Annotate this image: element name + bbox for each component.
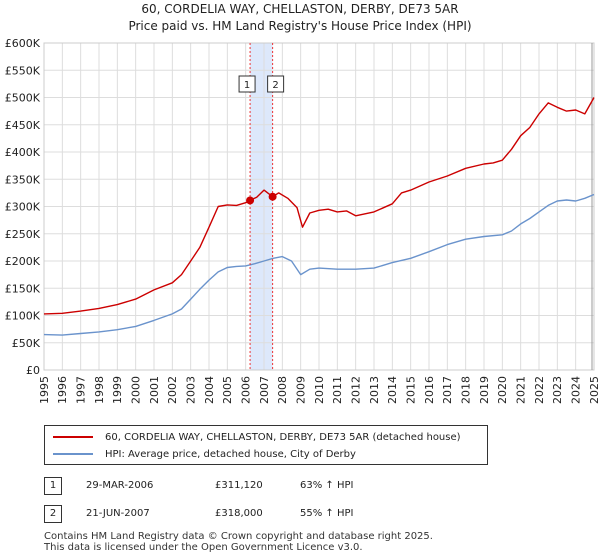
transaction-number-badge: 1	[44, 477, 62, 495]
y-tick-label: £150K	[5, 282, 41, 295]
x-tick-label: 2019	[478, 376, 491, 404]
legend-label-hpi: HPI: Average price, detached house, City…	[105, 448, 356, 460]
transaction-hpi-change: 55% ↑ HPI	[300, 508, 354, 519]
x-tick-label: 2025	[588, 376, 600, 404]
x-tick-label: 2007	[258, 376, 271, 404]
y-tick-label: £400K	[5, 146, 41, 159]
y-tick-label: £100K	[5, 310, 41, 323]
x-tick-label: 2024	[570, 376, 583, 404]
plot-area-border	[43, 42, 595, 371]
y-tick-label: £350K	[5, 173, 41, 186]
x-tick-label: 2008	[276, 376, 289, 404]
x-tick-label: 2002	[166, 376, 179, 404]
legend-item-hpi: HPI: Average price, detached house, City…	[53, 446, 356, 462]
y-tick-label: £250K	[5, 228, 41, 241]
transaction-price: £318,000	[215, 508, 263, 519]
hpi-line-swatch	[53, 453, 93, 455]
x-tick-label: 2013	[368, 376, 381, 404]
y-tick-label: £50K	[12, 337, 41, 350]
transaction-date: 21-JUN-2007	[86, 508, 150, 519]
footer-copyright: Contains HM Land Registry data © Crown c…	[44, 531, 433, 542]
footer: Contains HM Land Registry data © Crown c…	[44, 531, 433, 553]
x-tick-label: 2018	[460, 376, 473, 404]
chart-subtitle: Price paid vs. HM Land Registry's House …	[128, 19, 472, 33]
x-tick-label: 1998	[93, 376, 106, 404]
sale-number-label: 1	[244, 80, 250, 91]
property-price-line	[43, 97, 595, 315]
x-tick-label: 2015	[405, 376, 418, 404]
x-tick-label: 2009	[295, 376, 308, 404]
y-tick-label: £200K	[5, 255, 41, 268]
x-tick-label: 2020	[496, 376, 509, 404]
x-tick-label: 1995	[38, 376, 51, 404]
legend: 60, CORDELIA WAY, CHELLASTON, DERBY, DE7…	[44, 425, 488, 465]
sale-point	[246, 196, 255, 205]
y-tick-label: £300K	[5, 201, 41, 214]
sale-point	[268, 192, 277, 201]
hpi-line	[43, 193, 595, 336]
y-tick-label: £450K	[5, 119, 41, 132]
x-tick-label: 2006	[240, 376, 253, 404]
y-tick-label: £600K	[5, 37, 41, 50]
transaction-hpi-change: 63% ↑ HPI	[300, 480, 354, 491]
sale-number-label: 2	[272, 80, 278, 91]
x-tick-label: 2012	[350, 376, 363, 404]
transaction-price: £311,120	[215, 480, 263, 491]
x-tick-label: 2005	[221, 376, 234, 404]
x-tick-label: 2014	[386, 376, 399, 404]
x-tick-label: 2023	[551, 376, 564, 404]
x-tick-label: 2011	[331, 376, 344, 404]
y-tick-label: £0	[26, 364, 40, 377]
y-tick-label: £550K	[5, 64, 41, 77]
transaction-date: 29-MAR-2006	[86, 480, 154, 491]
sale-number-box	[267, 75, 285, 93]
chart-title: 60, CORDELIA WAY, CHELLASTON, DERBY, DE7…	[141, 2, 459, 16]
x-tick-label: 2017	[441, 376, 454, 404]
property-line-swatch	[53, 436, 93, 438]
x-tick-label: 2003	[185, 376, 198, 404]
x-tick-label: 2022	[533, 376, 546, 404]
x-tick-label: 2016	[423, 376, 436, 404]
x-tick-label: 1996	[56, 376, 69, 404]
price-chart: £0 £50K £100K £150K £200K £250K £300K £350K £400…	[5, 37, 600, 404]
x-tick-label: 2001	[148, 376, 161, 404]
x-tick-label: 2021	[515, 376, 528, 404]
sale-number-box	[238, 75, 256, 93]
footer-licence: This data is licensed under the Open Gov…	[44, 542, 363, 553]
legend-item-property: 60, CORDELIA WAY, CHELLASTON, DERBY, DE7…	[53, 429, 461, 445]
legend-label-property: 60, CORDELIA WAY, CHELLASTON, DERBY, DE7…	[105, 431, 461, 443]
x-tick-label: 1999	[111, 376, 124, 404]
transaction-number-badge: 2	[44, 505, 62, 523]
x-tick-label: 2000	[130, 376, 143, 404]
x-tick-label: 2010	[313, 376, 326, 404]
x-tick-label: 1997	[75, 376, 88, 404]
x-tick-label: 2004	[203, 376, 216, 404]
y-tick-label: £500K	[5, 92, 41, 105]
